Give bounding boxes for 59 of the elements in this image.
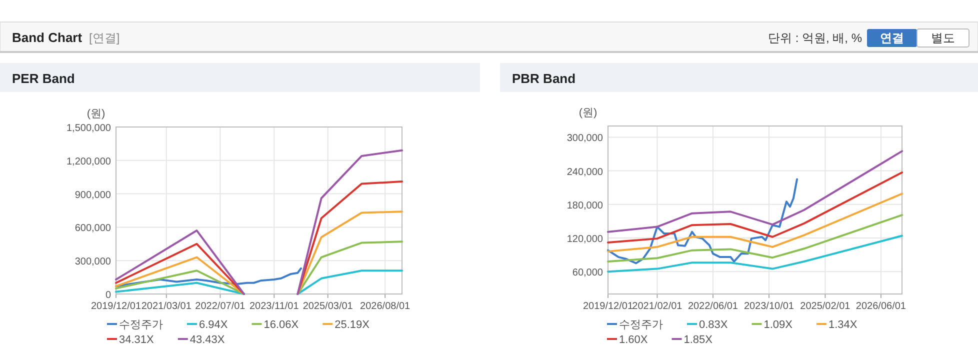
legend-item: 수정주가 [107,319,163,331]
x-tick-label: 2022/07/01 [195,301,246,312]
y-tick-label: 180,000 [566,200,604,212]
x-tick-label: 2019/12/01 [582,301,634,312]
legend-label: 6.94X [199,319,228,331]
y-tick-label: 60,000 [572,268,604,279]
legend-label: 0.83X [699,319,728,331]
y-tick-label: 900,000 [74,190,112,201]
legend-item: 수정주가 [607,319,663,331]
line-series [115,267,302,288]
line-series [607,214,903,263]
y-tick-label: 0 [105,290,112,301]
x-tick-label: 2025/03/01 [302,301,354,312]
legend-item: 16.06X [252,319,299,331]
y-tick-label: 120,000 [566,234,604,245]
legend-label: 1.09X [764,319,794,331]
legend-item: 0.83X [687,319,728,331]
legend-item: 34.31X [107,334,154,346]
x-tick-label: 2019/12/01 [90,301,142,312]
legend-item: 1.09X [752,319,792,331]
line-series [607,178,798,264]
legend-label: 1.60X [619,334,648,346]
legend-label: 16.06X [264,319,300,331]
y-tick-label: 300,000 [74,256,112,268]
y-tick-label: 1,200,000 [66,156,112,168]
y-tick-label: 600,000 [74,223,112,234]
line-series [607,171,903,244]
legend-item: 6.94X [187,319,228,331]
x-tick-label: 2026/08/01 [360,301,411,312]
legend-label: 1.85X [684,334,714,346]
y-axis-title: (원) [578,107,598,119]
y-axis-title: (원) [86,108,106,120]
legend-label: 수정주가 [119,319,163,331]
x-tick-label: 2021/02/01 [632,301,683,312]
y-tick-label: 300,000 [566,133,604,144]
line-series [607,234,903,273]
line-series [607,150,903,233]
legend-label: 수정주가 [619,319,663,331]
legend-item: 1.34X [816,319,858,331]
legend-label: 43.43X [190,334,226,346]
x-tick-label: 2025/02/01 [800,301,851,312]
line-series [607,192,903,252]
y-tick-label: 240,000 [566,166,604,178]
legend-item: 43.43X [178,334,225,346]
legend-item: 1.85X [672,334,712,346]
chart-title: PER Band [12,71,75,86]
x-tick-label: 2023/10/01 [744,301,794,312]
legend-item: 1.60X [607,334,648,346]
legend-label: 34.31X [119,334,155,346]
x-tick-label: 2022/06/01 [688,301,738,312]
legend-label: 1.34X [828,319,858,331]
legend-item: 25.19X [322,319,370,331]
legend-label: 25.19X [334,319,370,331]
y-tick-label: 1,500,000 [66,123,112,134]
x-tick-label: 2023/11/01 [249,301,300,312]
header: Band Chart [연결] 단위 : 억원, 배, % 연결 별도 [0,22,978,53]
chart-title: PBR Band [512,71,576,86]
x-tick-label: 2021/03/01 [141,301,192,312]
x-tick-label: 2026/06/01 [856,301,906,312]
